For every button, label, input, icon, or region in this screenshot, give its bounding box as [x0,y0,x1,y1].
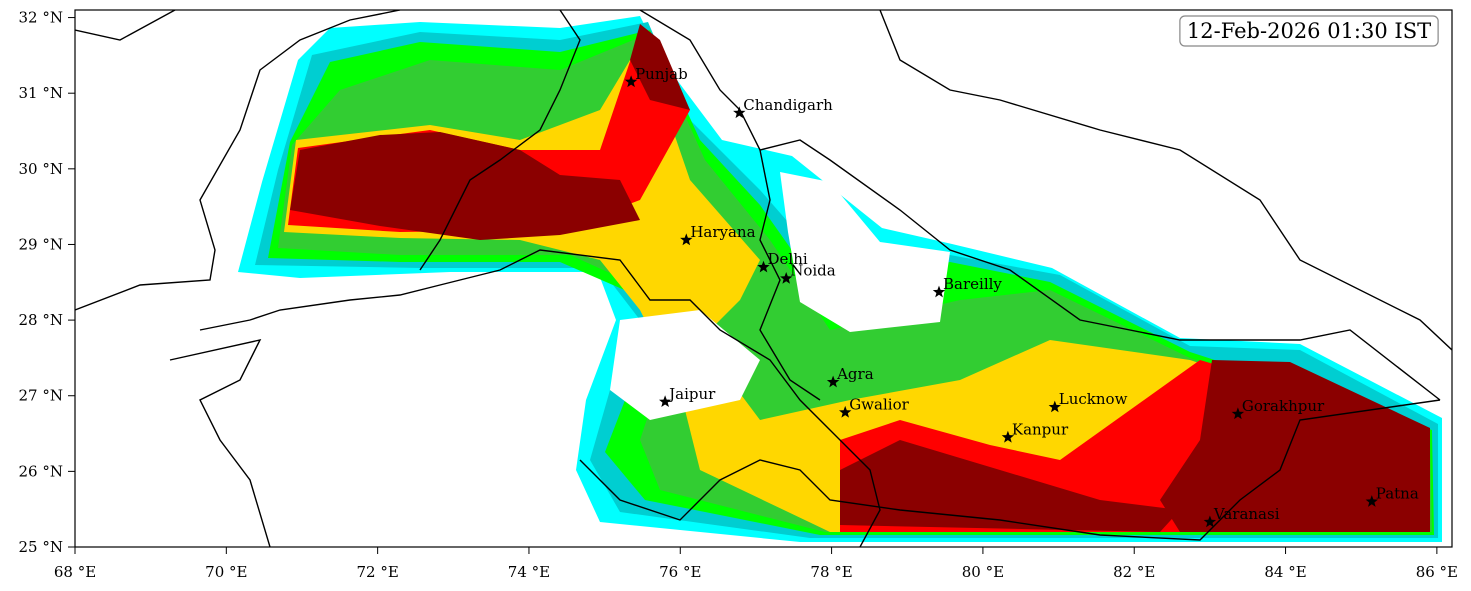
city-marker [826,375,840,388]
city-label: Patna [1376,485,1419,503]
city-label: Bareilly [943,275,1002,293]
y-tick-label: 27 °N [19,387,63,405]
city-marker [1231,407,1245,420]
y-tick-label: 31 °N [19,84,63,102]
city-label: Agra [836,365,874,383]
city-marker [839,405,852,418]
city-label: Gorakhpur [1242,397,1325,415]
y-tick-label: 26 °N [19,462,63,480]
x-tick-label: 68 °E [54,563,96,581]
fog-field [238,16,1442,542]
x-tick-label: 86 °E [1416,563,1458,581]
city-marker [680,233,693,246]
x-tick-label: 82 °E [1113,563,1155,581]
y-tick-label: 32 °N [19,9,63,27]
city-label: Jaipur [667,385,716,403]
plot-frame [74,9,1453,548]
city-marker [733,106,746,119]
city-label: Gwalior [849,395,909,413]
city-marker [659,395,672,407]
y-tick-label: 30 °N [19,160,63,178]
x-tick-label: 72 °E [356,563,398,581]
city-label: Varanasi [1213,505,1280,523]
title: 12-Feb-2026 01:30 IST [1187,19,1431,43]
city-label: Haryana [690,223,755,241]
city-marker [1001,430,1015,443]
city-label: Lucknow [1059,390,1128,408]
x-tick-label: 80 °E [962,563,1004,581]
city-label: Noida [790,262,836,280]
city-marker [1203,515,1217,528]
borders [75,10,1452,547]
x-tick-label: 84 °E [1264,563,1306,581]
y-tick-label: 28 °N [19,311,63,329]
city-marker [1365,495,1378,507]
city-marker [780,272,793,284]
city-label: Delhi [768,250,808,268]
y-tick-label: 25 °N [19,538,63,556]
title-frame [1179,15,1439,47]
x-tick-label: 76 °E [659,563,701,581]
y-tick-label: 29 °N [19,235,63,253]
x-tick-label: 70 °E [205,563,247,581]
title-box: 12-Feb-2026 01:30 IST [1179,15,1439,47]
city-label: Chandigarh [743,96,833,114]
city-marker [932,285,946,298]
city-marker [757,260,770,273]
city-label: Kanpur [1012,420,1069,438]
x-tick-label: 74 °E [508,563,550,581]
city-marker [624,75,638,88]
city-label: Punjab [635,65,688,83]
x-tick-label: 78 °E [810,563,852,581]
city-marker [1048,400,1061,413]
